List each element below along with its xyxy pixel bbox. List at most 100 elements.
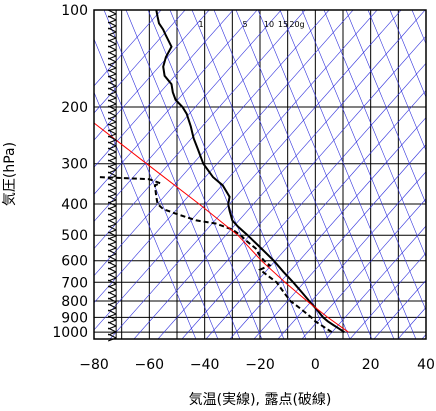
wind-barb [107, 255, 117, 261]
y-tick-label: 700 [61, 275, 88, 291]
wind-barb [107, 69, 117, 75]
wind-barb [107, 63, 117, 69]
wind-barb [107, 159, 117, 165]
wind-barb [107, 81, 117, 87]
y-tick-label: 100 [61, 3, 88, 19]
wind-barb [107, 39, 117, 45]
wind-barb [107, 165, 117, 171]
wind-barb [107, 303, 117, 309]
isotherm-line [94, 10, 258, 195]
isotherm-line [373, 279, 426, 339]
wind-barb [107, 135, 117, 141]
x-tick-label: −40 [190, 357, 220, 373]
x-tick-label: 40 [417, 357, 435, 373]
isotherm-line [253, 144, 426, 339]
isotherm-line [94, 10, 186, 114]
y-tick-label: 400 [61, 197, 88, 213]
y-tick-label: 200 [61, 100, 88, 116]
wind-barb [107, 45, 117, 51]
mixing-ratio-line [367, 10, 426, 152]
wind-barb [107, 105, 117, 111]
x-axis-label: 気温(実線), 露点(破線) [189, 392, 332, 408]
wind-barb [107, 75, 117, 81]
mixing-ratio-line [191, 10, 329, 339]
mixing-ratio-line [411, 10, 426, 45]
wind-barb [107, 99, 117, 105]
x-tick-label: 0 [311, 357, 320, 373]
wind-barb [107, 327, 117, 333]
wind-barb [107, 201, 117, 207]
isotherm-line [94, 10, 162, 87]
plot-area [94, 10, 426, 339]
x-tick-label: −80 [79, 357, 109, 373]
mixing-ratio-label: 1 [198, 20, 203, 29]
wind-barb [107, 333, 117, 339]
y-tick-label: 600 [61, 254, 88, 270]
wind-barb [107, 189, 117, 195]
wind-barb [107, 225, 117, 231]
mixing-ratio-line [94, 91, 197, 339]
wind-barb [107, 195, 117, 201]
mixing-ratio-line [235, 10, 373, 339]
x-tick-label: −20 [245, 357, 275, 373]
mixing-ratio-line [301, 10, 426, 312]
wind-barb [107, 213, 117, 219]
isotherm-line [94, 10, 282, 222]
x-tick-label: 20 [362, 357, 380, 373]
isotherm-line [94, 10, 306, 250]
mixing-ratio-line [147, 10, 285, 339]
mixing-ratio-line [103, 10, 241, 339]
wind-barb [107, 219, 117, 225]
mixing-ratio-line [125, 10, 263, 339]
wind-barb [107, 33, 117, 39]
isotherm-line [277, 171, 426, 339]
isotherm-line [325, 225, 426, 339]
wind-barb [107, 243, 117, 249]
mixing-ratio-line [345, 10, 426, 205]
y-tick-label: 900 [61, 310, 88, 326]
wind-barb [107, 57, 117, 63]
wind-barb [107, 111, 117, 117]
temperature-line [155, 10, 345, 334]
isotherm-line [109, 10, 402, 339]
wind-barb [107, 261, 117, 267]
wind-barb [107, 93, 117, 99]
wind-barb [107, 141, 117, 147]
wind-barb [107, 15, 117, 21]
isotherm-line [421, 334, 426, 339]
isotherm-line [181, 62, 426, 339]
wind-barb [107, 231, 117, 237]
x-ticks: −80 −60 −40 −20 0 20 40 [79, 357, 435, 373]
isotherm-line [229, 117, 426, 339]
wind-barb [107, 171, 117, 177]
mixing-ratio-line [213, 10, 351, 339]
mixing-ratio-label: 20g [289, 20, 304, 29]
wind-barb [107, 27, 117, 33]
y-tick-label: 500 [61, 228, 88, 244]
wind-barb [107, 237, 117, 243]
isotherm-line [157, 35, 426, 339]
wind-barbs [107, 9, 117, 342]
wind-barb [107, 123, 117, 129]
y-tick-label: 300 [61, 157, 88, 173]
wind-barb [107, 249, 117, 255]
mixing-ratio-line [389, 10, 426, 98]
series-group [94, 10, 349, 334]
wind-barb [107, 117, 117, 123]
y-axis-label: 気圧(hPa) [2, 142, 18, 206]
wind-barb [107, 309, 117, 315]
wind-barb [107, 285, 117, 291]
isotherm-line [133, 10, 426, 339]
wind-barb [107, 87, 117, 93]
mixing-ratio-line [257, 10, 395, 339]
y-tick-label: 800 [61, 294, 88, 310]
isotherms [94, 10, 426, 339]
plot-frame [93, 9, 427, 340]
isotherm-line [349, 252, 426, 339]
isotherm-line [94, 10, 354, 304]
dewpoint-line [99, 176, 333, 334]
wind-barb [107, 129, 117, 135]
isotherm-line [205, 89, 426, 339]
